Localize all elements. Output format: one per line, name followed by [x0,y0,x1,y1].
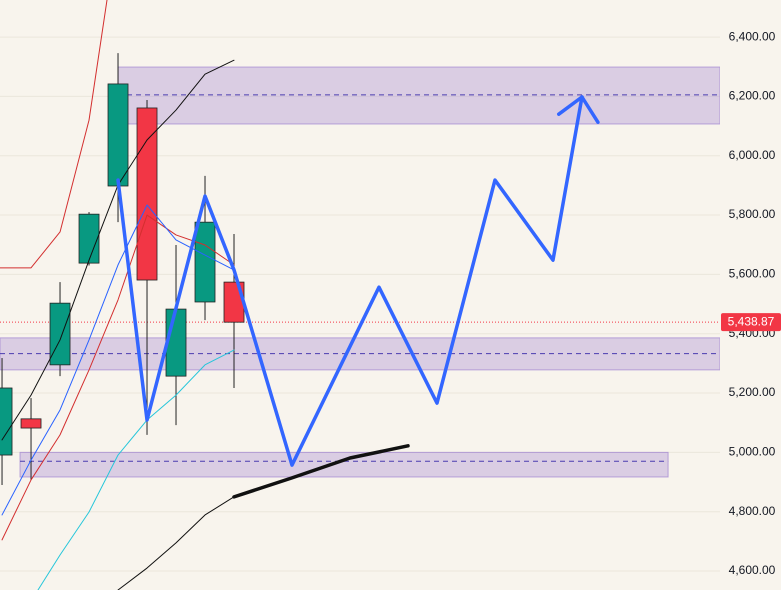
candle-body [165,308,187,377]
line [116,95,584,467]
y-tick-label: 6,200.00 [729,89,776,103]
candle-body [0,387,13,456]
line [232,444,410,499]
candle-body [49,302,71,366]
y-tick-label: 5,200.00 [729,385,776,399]
y-tick-label: 6,000.00 [729,148,776,162]
line [1,204,235,516]
y-tick-label: 5,600.00 [729,267,776,281]
last-price-box [721,313,781,332]
line [117,496,235,590]
y-tick-label: 5,800.00 [729,207,776,221]
zone [19,451,669,478]
line [0,0,108,269]
line [1,214,235,541]
last-price-label: 5,438.87 [728,314,775,328]
line [37,349,235,590]
zone [117,66,721,125]
candle-body [78,213,100,264]
candle-body [194,221,216,303]
candle-body [136,107,158,281]
candle-body [20,418,42,429]
line [557,95,600,124]
y-tick-label: 6,400.00 [729,29,776,43]
y-tick-label: 4,600.00 [729,563,776,577]
candle-body [107,83,129,187]
y-tick-label: 4,800.00 [729,504,776,518]
y-tick-label: 5,000.00 [729,445,776,459]
price-axis [720,0,781,590]
